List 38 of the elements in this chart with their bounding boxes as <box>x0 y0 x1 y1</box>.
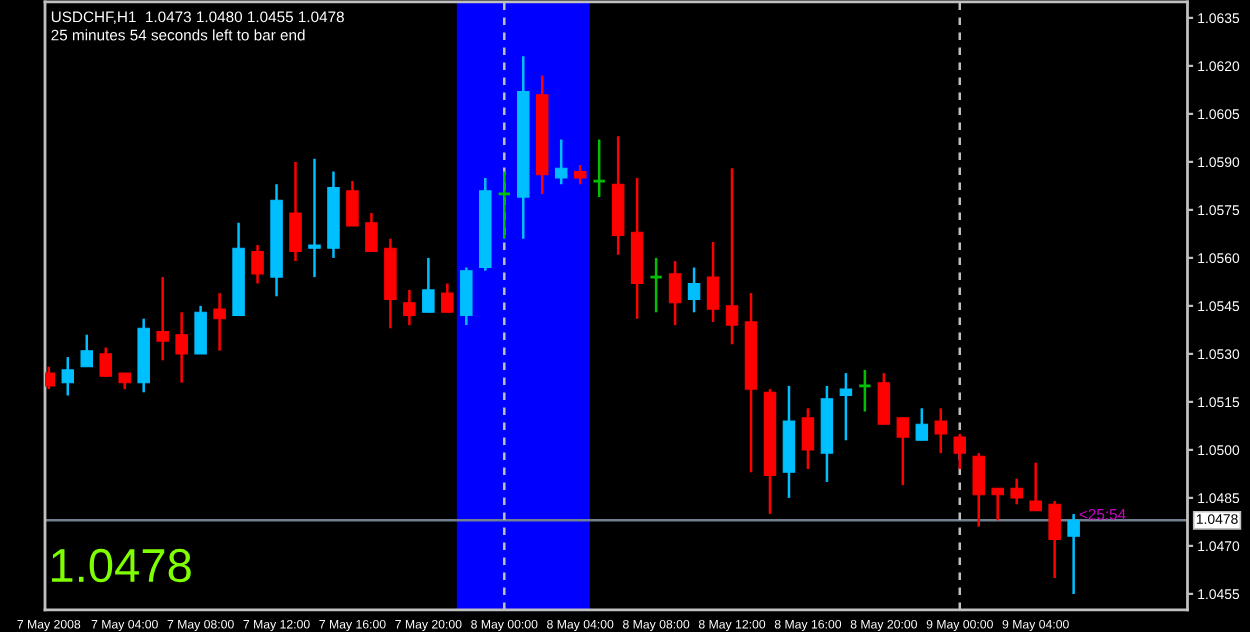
candlestick <box>896 416 910 487</box>
candlestick <box>934 407 948 455</box>
candlestick <box>687 266 701 314</box>
candlestick <box>839 371 853 442</box>
candlestick <box>877 371 891 426</box>
candlestick <box>460 266 473 327</box>
candlestick <box>554 138 568 186</box>
candlestick <box>346 179 359 228</box>
candlestick <box>1010 477 1023 506</box>
candlestick <box>1029 461 1042 512</box>
candlestick <box>706 240 720 324</box>
candlestick <box>573 163 587 186</box>
candlestick <box>194 304 207 356</box>
candlestick <box>1048 499 1061 580</box>
candlestick <box>308 157 321 279</box>
candlestick <box>953 432 967 471</box>
candlestick <box>972 451 985 528</box>
candlestick <box>175 311 188 384</box>
candlestick <box>403 288 416 327</box>
candlestick <box>213 291 226 352</box>
candlestick <box>422 256 435 314</box>
candlestick <box>61 355 75 397</box>
candlestick <box>289 160 302 263</box>
candlestick <box>668 259 682 327</box>
candlestick <box>80 333 94 368</box>
candlestick <box>915 407 929 442</box>
candlestick <box>1067 512 1080 596</box>
candlestick <box>991 487 1004 522</box>
candlestick <box>99 346 112 378</box>
candlestick <box>45 365 56 391</box>
annotation: 1.0478 <box>52 548 191 583</box>
candlestick <box>441 282 454 314</box>
candlestick <box>156 275 169 362</box>
candlestick <box>725 167 739 346</box>
candlestick <box>801 407 815 471</box>
candlestick <box>251 243 264 285</box>
candlestick <box>365 211 378 253</box>
candlestick <box>857 368 872 413</box>
